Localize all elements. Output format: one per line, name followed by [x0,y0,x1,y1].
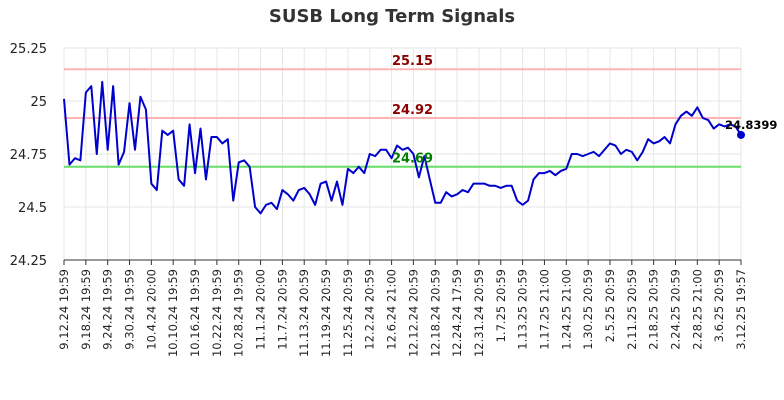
x-tick-label: 12.24.24 17:59 [450,269,464,357]
x-tick-label: 2.5.25 20:59 [603,269,617,342]
x-tick-label: 9.18.24 19:59 [79,269,93,350]
x-tick-label: 10.28.24 19:59 [232,269,246,357]
x-tick-label: 1.17.25 21:00 [537,269,551,350]
x-tick-label: 11.25.24 20:59 [341,269,355,357]
x-tick-label: 10.22.24 19:59 [210,269,224,357]
x-tick-label: 1.24.25 21:00 [559,269,573,350]
axis-layer: 24.25 24.5 24.75 25 25.25 9.12.24 19:59 9.18.2… [10,42,748,357]
x-tick-label: 2.28.25 21:00 [690,269,704,350]
x-tick-label: 10.16.24 19:59 [188,269,202,357]
x-tick-label: 1.30.25 20:59 [581,269,595,350]
signal-label: 25.15 [392,54,433,69]
x-tick-label: 9.12.24 19:59 [57,269,71,350]
x-tick-label: 11.19.24 20:59 [319,269,333,357]
x-tick-label: 2.11.25 20:59 [625,269,639,350]
x-tick-label: 12.2.24 20:59 [363,269,377,350]
y-tick-label: 25 [30,95,47,110]
signal-label: 24.69 [392,152,433,167]
x-tick-label: 12.12.24 20:59 [406,269,420,357]
grid-layer [63,47,742,261]
x-tick-label: 12.31.24 20:59 [472,269,486,357]
signal-label: 24.92 [392,103,433,118]
y-tick-label: 24.5 [18,201,47,216]
x-tick-label: 10.10.24 19:59 [166,269,180,357]
y-tick-label: 24.25 [10,254,47,269]
x-tick-label: 1.13.25 20:59 [516,269,530,350]
series-layer [63,80,745,215]
x-tick-label: 9.24.24 19:59 [101,269,115,350]
x-tick-label: 10.4.24 20:00 [144,269,158,350]
x-tick-label: 11.7.24 20:59 [275,269,289,350]
x-tick-label: 1.7.25 20:59 [494,269,508,342]
y-tick-label: 25.25 [10,42,47,57]
last-point-label: 24.8399 [725,118,777,132]
chart-title: SUSB Long Term Signals [268,6,516,27]
label-layer: 25.15 24.92 24.69 24.8399 [392,54,777,167]
x-tick-label: 12.18.24 20:59 [428,269,442,357]
x-tick-label: 11.1.24 20:00 [254,269,268,350]
price-line [63,80,742,215]
x-tick-label: 11.13.24 20:59 [297,269,311,357]
x-tick-label: 12.6.24 21:00 [385,269,399,350]
x-tick-label: 9.30.24 19:59 [123,269,137,350]
x-tick-label: 3.6.25 20:59 [712,269,726,342]
x-tick-label: 2.24.25 20:59 [668,269,682,350]
last-point-marker [737,130,745,139]
x-tick-label: 2.18.25 20:59 [647,269,661,350]
y-tick-label: 24.75 [10,148,47,163]
x-tick-label: 3.12.25 19:57 [734,269,748,350]
